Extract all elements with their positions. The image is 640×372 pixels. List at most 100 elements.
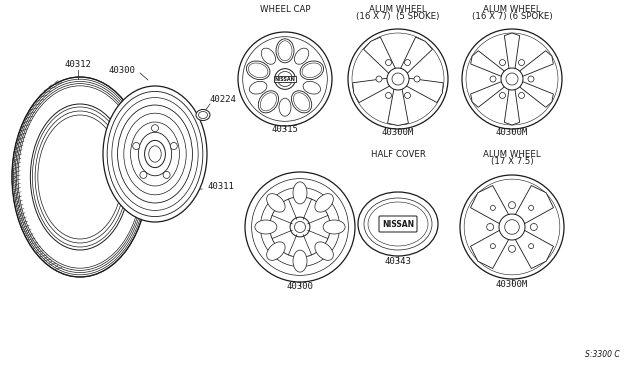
Circle shape bbox=[170, 142, 177, 150]
Ellipse shape bbox=[103, 86, 207, 222]
Ellipse shape bbox=[293, 182, 307, 204]
Circle shape bbox=[486, 224, 493, 231]
Circle shape bbox=[245, 172, 355, 282]
Text: 40224: 40224 bbox=[210, 95, 237, 104]
Circle shape bbox=[499, 93, 506, 99]
Circle shape bbox=[387, 68, 409, 90]
Ellipse shape bbox=[250, 81, 267, 94]
Polygon shape bbox=[520, 51, 554, 76]
Ellipse shape bbox=[302, 63, 321, 78]
Text: HALF COVER: HALF COVER bbox=[371, 150, 426, 159]
Polygon shape bbox=[470, 51, 504, 76]
Ellipse shape bbox=[261, 48, 276, 64]
Ellipse shape bbox=[278, 41, 292, 61]
Circle shape bbox=[132, 142, 140, 150]
Circle shape bbox=[376, 76, 382, 82]
Circle shape bbox=[385, 60, 392, 65]
Polygon shape bbox=[470, 82, 504, 107]
Ellipse shape bbox=[196, 109, 210, 121]
Ellipse shape bbox=[315, 242, 333, 260]
Circle shape bbox=[490, 244, 495, 248]
Circle shape bbox=[531, 224, 538, 231]
Polygon shape bbox=[406, 78, 444, 103]
Circle shape bbox=[509, 246, 515, 252]
Circle shape bbox=[490, 205, 495, 211]
Circle shape bbox=[460, 175, 564, 279]
Text: 40343: 40343 bbox=[385, 257, 412, 266]
Text: (16 X 7)  (5 SPOKE): (16 X 7) (5 SPOKE) bbox=[356, 12, 440, 21]
Polygon shape bbox=[470, 186, 509, 224]
Polygon shape bbox=[504, 33, 520, 68]
Polygon shape bbox=[364, 37, 396, 73]
Circle shape bbox=[529, 205, 534, 211]
Ellipse shape bbox=[358, 192, 438, 256]
Text: NISSAN: NISSAN bbox=[382, 219, 414, 228]
Text: ALUM WHEEL: ALUM WHEEL bbox=[483, 150, 541, 159]
Text: 40300M: 40300M bbox=[382, 128, 414, 137]
Ellipse shape bbox=[315, 194, 333, 212]
Circle shape bbox=[238, 32, 332, 126]
Polygon shape bbox=[520, 82, 554, 107]
Circle shape bbox=[528, 76, 534, 82]
Ellipse shape bbox=[291, 91, 312, 113]
Ellipse shape bbox=[259, 91, 278, 113]
Ellipse shape bbox=[260, 93, 276, 111]
Circle shape bbox=[152, 125, 159, 132]
Polygon shape bbox=[388, 89, 408, 125]
Text: ALUM WHEEL: ALUM WHEEL bbox=[369, 5, 427, 14]
FancyBboxPatch shape bbox=[274, 76, 296, 82]
Circle shape bbox=[501, 68, 523, 90]
Text: 40300: 40300 bbox=[287, 282, 314, 291]
Circle shape bbox=[490, 76, 496, 82]
Ellipse shape bbox=[294, 48, 308, 64]
Circle shape bbox=[140, 171, 147, 179]
Circle shape bbox=[518, 93, 525, 99]
Ellipse shape bbox=[248, 63, 268, 78]
Text: 40300M: 40300M bbox=[496, 280, 528, 289]
Circle shape bbox=[404, 60, 410, 65]
Text: ALUM WHEEL: ALUM WHEEL bbox=[483, 5, 541, 14]
Polygon shape bbox=[470, 230, 509, 269]
Polygon shape bbox=[401, 37, 433, 73]
Ellipse shape bbox=[255, 220, 277, 234]
Text: NISSAN: NISSAN bbox=[275, 77, 296, 81]
Circle shape bbox=[499, 60, 506, 65]
Circle shape bbox=[404, 93, 410, 99]
Ellipse shape bbox=[246, 61, 270, 80]
Text: WHEEL CAP: WHEEL CAP bbox=[260, 5, 310, 14]
Ellipse shape bbox=[267, 194, 285, 212]
Polygon shape bbox=[353, 78, 390, 103]
Ellipse shape bbox=[12, 77, 148, 277]
Ellipse shape bbox=[323, 220, 345, 234]
Text: 40312: 40312 bbox=[65, 60, 92, 69]
Text: 40311: 40311 bbox=[207, 182, 234, 191]
Ellipse shape bbox=[300, 61, 324, 80]
Circle shape bbox=[348, 29, 448, 129]
Polygon shape bbox=[504, 90, 520, 125]
FancyBboxPatch shape bbox=[379, 216, 417, 232]
Circle shape bbox=[499, 214, 525, 240]
Text: S:3300 C: S:3300 C bbox=[585, 350, 620, 359]
Circle shape bbox=[462, 29, 562, 129]
Text: (16 X 7) (6 SPOKE): (16 X 7) (6 SPOKE) bbox=[472, 12, 552, 21]
Circle shape bbox=[529, 244, 534, 248]
Circle shape bbox=[385, 93, 392, 99]
Ellipse shape bbox=[30, 104, 130, 250]
Ellipse shape bbox=[276, 39, 294, 63]
Circle shape bbox=[509, 202, 515, 209]
Polygon shape bbox=[515, 230, 554, 269]
Text: 40300: 40300 bbox=[109, 66, 136, 75]
Ellipse shape bbox=[303, 81, 321, 94]
Ellipse shape bbox=[279, 98, 291, 116]
Ellipse shape bbox=[267, 242, 285, 260]
Text: 40300M: 40300M bbox=[496, 128, 528, 137]
Text: (17 X 7.5): (17 X 7.5) bbox=[491, 157, 533, 166]
Circle shape bbox=[414, 76, 420, 82]
Circle shape bbox=[163, 171, 170, 179]
Polygon shape bbox=[515, 186, 554, 224]
Text: 40315: 40315 bbox=[271, 125, 298, 134]
Ellipse shape bbox=[293, 93, 310, 111]
Circle shape bbox=[518, 60, 525, 65]
Ellipse shape bbox=[293, 250, 307, 272]
Circle shape bbox=[275, 69, 295, 89]
